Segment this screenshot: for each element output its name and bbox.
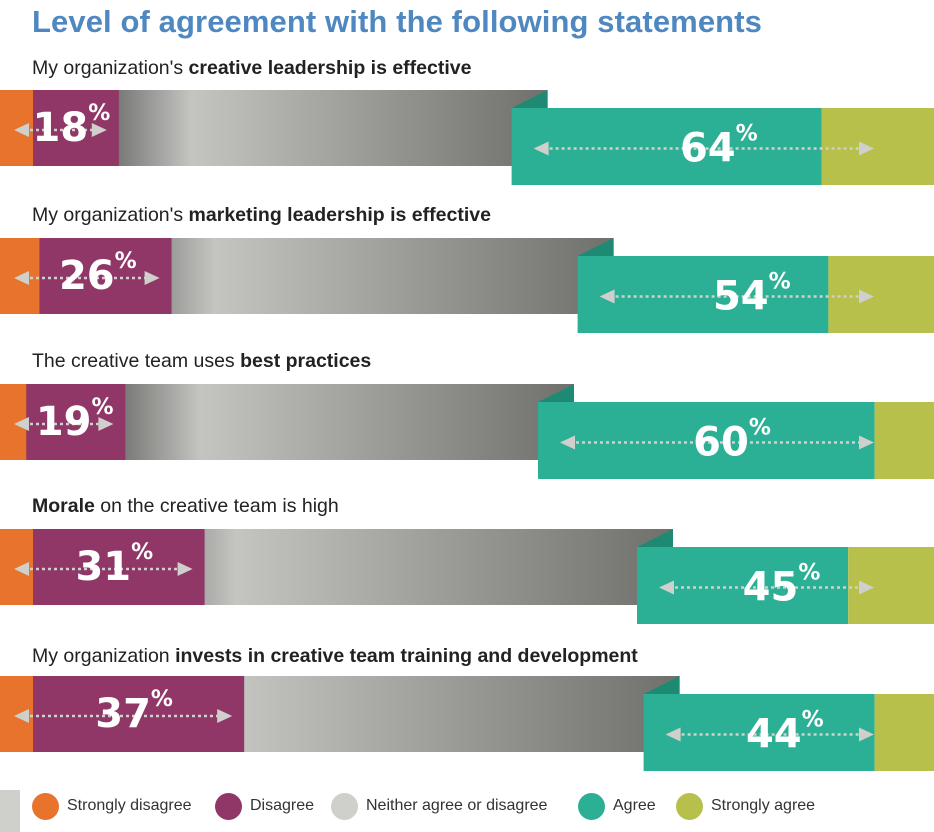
legend-swatch bbox=[32, 792, 59, 820]
statement-text-part: My organization's bbox=[32, 204, 189, 226]
chart-title: Level of agreement with the following st… bbox=[32, 4, 762, 39]
legend-edge-decoration bbox=[0, 790, 20, 832]
bar-agree bbox=[538, 402, 875, 479]
agree-total-label-5: 44% bbox=[746, 708, 824, 758]
statement-row-3 bbox=[0, 384, 934, 479]
bar-agree bbox=[577, 256, 829, 333]
legend-swatch bbox=[331, 792, 358, 820]
statement-title-5: My organization invests in creative team… bbox=[32, 645, 638, 668]
statement-title-1: My organization's creative leadership is… bbox=[32, 57, 471, 80]
legend-label: Disagree bbox=[250, 797, 315, 814]
statement-row-5 bbox=[0, 676, 934, 771]
legend-swatch bbox=[215, 792, 242, 820]
bar-agree bbox=[643, 694, 875, 771]
range-arrow-agree-1 bbox=[533, 141, 874, 156]
statement-title-3: The creative team uses best practices bbox=[32, 350, 371, 373]
agree-fold-flap bbox=[538, 384, 574, 402]
agree-fold-flap bbox=[577, 238, 614, 256]
legend-swatch bbox=[578, 792, 605, 820]
agree-total-label-2: 54% bbox=[713, 270, 791, 320]
bar-strongly-agree bbox=[874, 694, 934, 771]
legend-label: Strongly disagree bbox=[67, 797, 192, 814]
legend-label: Strongly agree bbox=[711, 797, 816, 814]
legend-swatch bbox=[676, 792, 703, 820]
statement-row-4 bbox=[0, 529, 934, 624]
agree-total-label-4: 45% bbox=[743, 561, 821, 611]
legend-item-strongly-disagree: Strongly disagree bbox=[32, 792, 192, 820]
legend-item-strongly-agree: Strongly agree bbox=[676, 792, 815, 820]
range-arrow-disagree-3 bbox=[14, 417, 114, 431]
statement-text-part: marketing leadership is effective bbox=[188, 204, 491, 226]
statement-text-part: on the creative team is high bbox=[94, 495, 339, 517]
bar-disagree bbox=[33, 676, 245, 752]
legend-label: Agree bbox=[613, 797, 656, 814]
statement-title-2: My organization's marketing leadership i… bbox=[32, 204, 491, 227]
disagree-total-label-1: 18% bbox=[33, 101, 111, 151]
statement-text-part: creative leadership is effective bbox=[188, 57, 472, 79]
bar-strongly-agree bbox=[874, 402, 934, 479]
agree-fold-flap bbox=[511, 90, 548, 108]
disagree-total-label-4: 31% bbox=[75, 540, 153, 590]
range-arrow-agree-2 bbox=[599, 289, 874, 304]
statement-title-4: Morale on the creative team is high bbox=[32, 495, 339, 518]
statement-text-part: The creative team uses bbox=[32, 350, 241, 372]
disagree-total-label-2: 26% bbox=[59, 249, 137, 299]
range-arrow-agree-3 bbox=[560, 435, 874, 450]
range-arrow-disagree-1 bbox=[14, 123, 107, 137]
statement-row-2 bbox=[0, 238, 934, 333]
statement-text-part: My organization bbox=[32, 645, 176, 667]
statement-text-part: best practices bbox=[240, 350, 372, 372]
bar-agree bbox=[511, 108, 822, 185]
range-arrow-disagree-5 bbox=[14, 709, 233, 723]
legend-label: Neither agree or disagree bbox=[366, 797, 548, 814]
range-arrow-disagree-2 bbox=[14, 271, 160, 285]
disagree-total-label-5: 37% bbox=[95, 687, 173, 737]
bar-strongly-agree bbox=[821, 108, 934, 185]
agree-fold-flap bbox=[637, 529, 673, 547]
range-arrow-agree-4 bbox=[659, 580, 874, 595]
legend-item-agree: Agree bbox=[578, 792, 656, 820]
range-arrow-disagree-4 bbox=[14, 562, 193, 576]
legend: Strongly disagree Disagree Neither agree o… bbox=[0, 782, 934, 832]
chart-plot: 18% 64% 26% 54% 19% 60% 31% 45% 37% 44% bbox=[0, 90, 934, 771]
agree-fold-flap bbox=[643, 676, 680, 694]
bar-strongly-agree bbox=[828, 256, 934, 333]
agree-total-label-1: 64% bbox=[680, 122, 758, 172]
bar-disagree bbox=[33, 90, 119, 166]
statement-text-part: Morale bbox=[32, 495, 95, 517]
legend-item-disagree: Disagree bbox=[215, 792, 314, 820]
statement-text-part: My organization's bbox=[32, 57, 189, 79]
bar-disagree bbox=[33, 529, 205, 605]
statement-row-1 bbox=[0, 90, 934, 185]
statement-text-part: invests in creative team training and de… bbox=[175, 645, 638, 667]
range-arrow-agree-5 bbox=[665, 727, 874, 742]
legend-item-neither: Neither agree or disagree bbox=[331, 792, 547, 820]
disagree-total-label-3: 19% bbox=[36, 395, 114, 445]
agree-total-label-3: 60% bbox=[693, 416, 771, 466]
